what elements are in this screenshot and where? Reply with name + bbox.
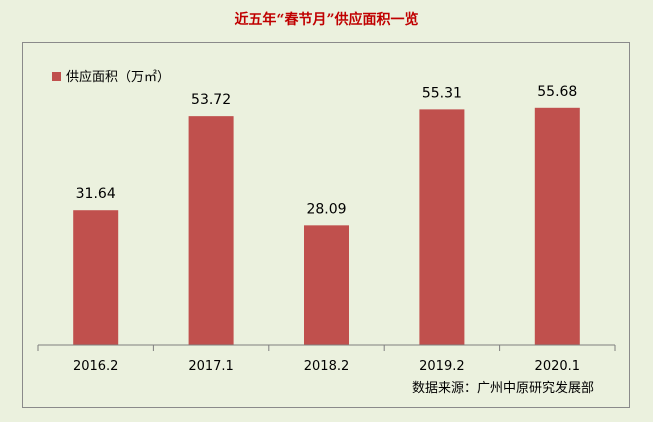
source-note: 数据来源：广州中原研究发展部 xyxy=(412,380,594,396)
bar-2018.2 xyxy=(304,225,349,345)
legend: 供应面积（万㎡） xyxy=(52,69,170,85)
x-tick-label: 2018.2 xyxy=(304,359,350,374)
data-label: 31.64 xyxy=(76,186,116,202)
data-label: 55.68 xyxy=(537,84,577,100)
bar-2020.1 xyxy=(534,107,580,346)
legend-swatch xyxy=(52,72,61,81)
chart-title: 近五年“春节月”供应面积一览 xyxy=(234,12,419,28)
chart-frame xyxy=(22,42,630,408)
data-label: 53.72 xyxy=(191,92,231,108)
bar-2019.2 xyxy=(419,109,465,346)
legend-label: 供应面积（万㎡） xyxy=(66,69,170,85)
x-tick-label: 2019.2 xyxy=(419,359,465,374)
data-label: 28.09 xyxy=(306,201,346,217)
x-tick-label: 2020.1 xyxy=(535,359,581,374)
bar-2016.2 xyxy=(73,210,119,345)
x-tick-label: 2017.1 xyxy=(188,359,234,374)
x-tick-label: 2016.2 xyxy=(73,359,119,374)
bar-2017.1 xyxy=(188,116,234,345)
data-label: 55.31 xyxy=(422,85,462,101)
